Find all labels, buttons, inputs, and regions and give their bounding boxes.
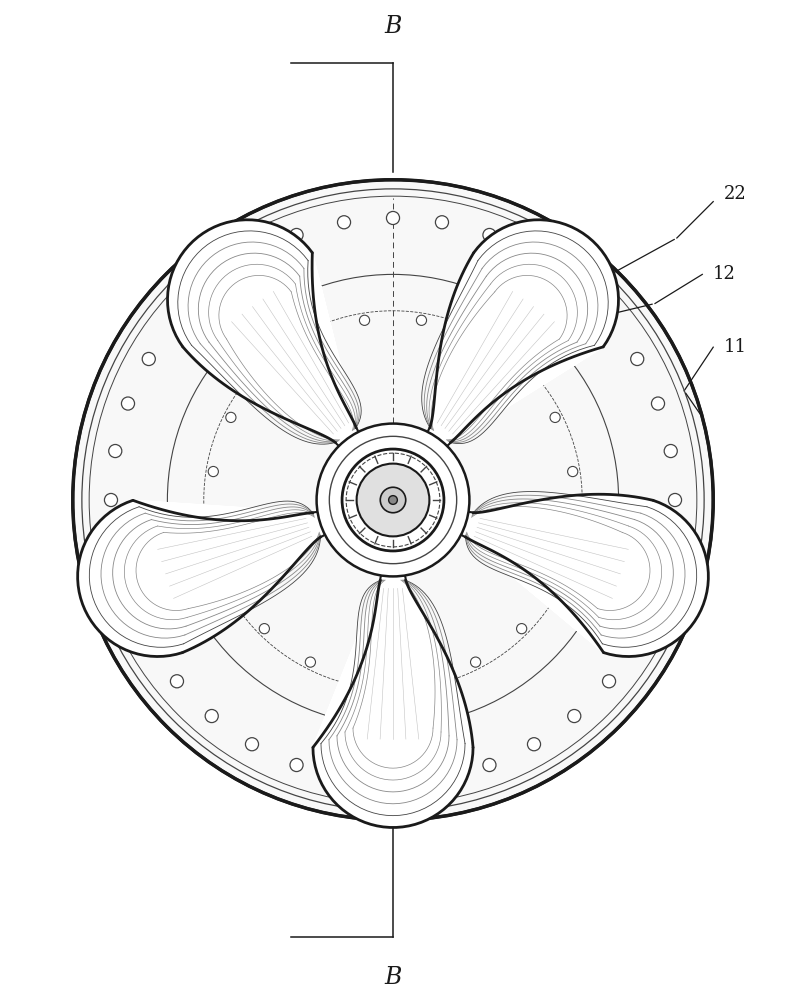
Circle shape <box>630 634 644 648</box>
Circle shape <box>567 709 581 723</box>
Text: 22: 22 <box>724 185 747 203</box>
Circle shape <box>245 249 259 262</box>
Circle shape <box>226 578 236 588</box>
Text: B: B <box>384 966 402 989</box>
Text: 12: 12 <box>713 265 736 283</box>
Circle shape <box>417 675 427 685</box>
Circle shape <box>142 634 156 648</box>
Circle shape <box>259 624 270 634</box>
Circle shape <box>142 352 156 366</box>
Circle shape <box>567 523 578 534</box>
Circle shape <box>567 277 581 291</box>
Circle shape <box>337 216 351 229</box>
Circle shape <box>171 675 183 688</box>
Circle shape <box>337 771 351 784</box>
Circle shape <box>387 211 399 225</box>
Circle shape <box>435 216 449 229</box>
Circle shape <box>317 424 469 576</box>
Polygon shape <box>457 494 708 657</box>
Circle shape <box>603 675 615 688</box>
Text: 11: 11 <box>724 338 747 356</box>
Circle shape <box>259 366 270 376</box>
Circle shape <box>664 444 678 458</box>
Circle shape <box>652 590 664 603</box>
Circle shape <box>105 493 118 507</box>
Circle shape <box>245 738 259 751</box>
Circle shape <box>471 333 481 343</box>
Polygon shape <box>313 567 473 827</box>
Text: B: B <box>384 15 402 38</box>
Circle shape <box>290 228 303 242</box>
Circle shape <box>516 624 527 634</box>
Circle shape <box>550 578 560 588</box>
Polygon shape <box>78 500 329 657</box>
Circle shape <box>630 352 644 366</box>
Circle shape <box>290 758 303 772</box>
Circle shape <box>122 590 134 603</box>
Circle shape <box>208 523 219 534</box>
Circle shape <box>73 180 713 820</box>
Circle shape <box>603 312 615 325</box>
Circle shape <box>357 464 429 536</box>
Circle shape <box>527 738 541 751</box>
Circle shape <box>567 466 578 477</box>
Circle shape <box>483 228 496 242</box>
Circle shape <box>226 412 236 422</box>
Circle shape <box>435 771 449 784</box>
Circle shape <box>652 397 664 410</box>
Circle shape <box>122 397 134 410</box>
Circle shape <box>664 542 678 556</box>
Circle shape <box>305 333 315 343</box>
Circle shape <box>171 312 183 325</box>
Circle shape <box>342 449 444 551</box>
Circle shape <box>359 315 369 325</box>
Circle shape <box>205 277 219 291</box>
Circle shape <box>329 436 457 564</box>
Circle shape <box>305 657 315 667</box>
Polygon shape <box>167 220 358 448</box>
Circle shape <box>208 466 219 477</box>
Circle shape <box>516 366 527 376</box>
Circle shape <box>550 412 560 422</box>
Circle shape <box>471 657 481 667</box>
Circle shape <box>205 709 219 723</box>
Circle shape <box>388 496 398 504</box>
Circle shape <box>380 487 406 513</box>
Circle shape <box>527 249 541 262</box>
Circle shape <box>387 775 399 789</box>
Circle shape <box>108 542 122 556</box>
Polygon shape <box>428 220 619 448</box>
Circle shape <box>417 315 427 325</box>
Circle shape <box>483 758 496 772</box>
Circle shape <box>668 493 681 507</box>
Circle shape <box>108 444 122 458</box>
Circle shape <box>359 675 369 685</box>
